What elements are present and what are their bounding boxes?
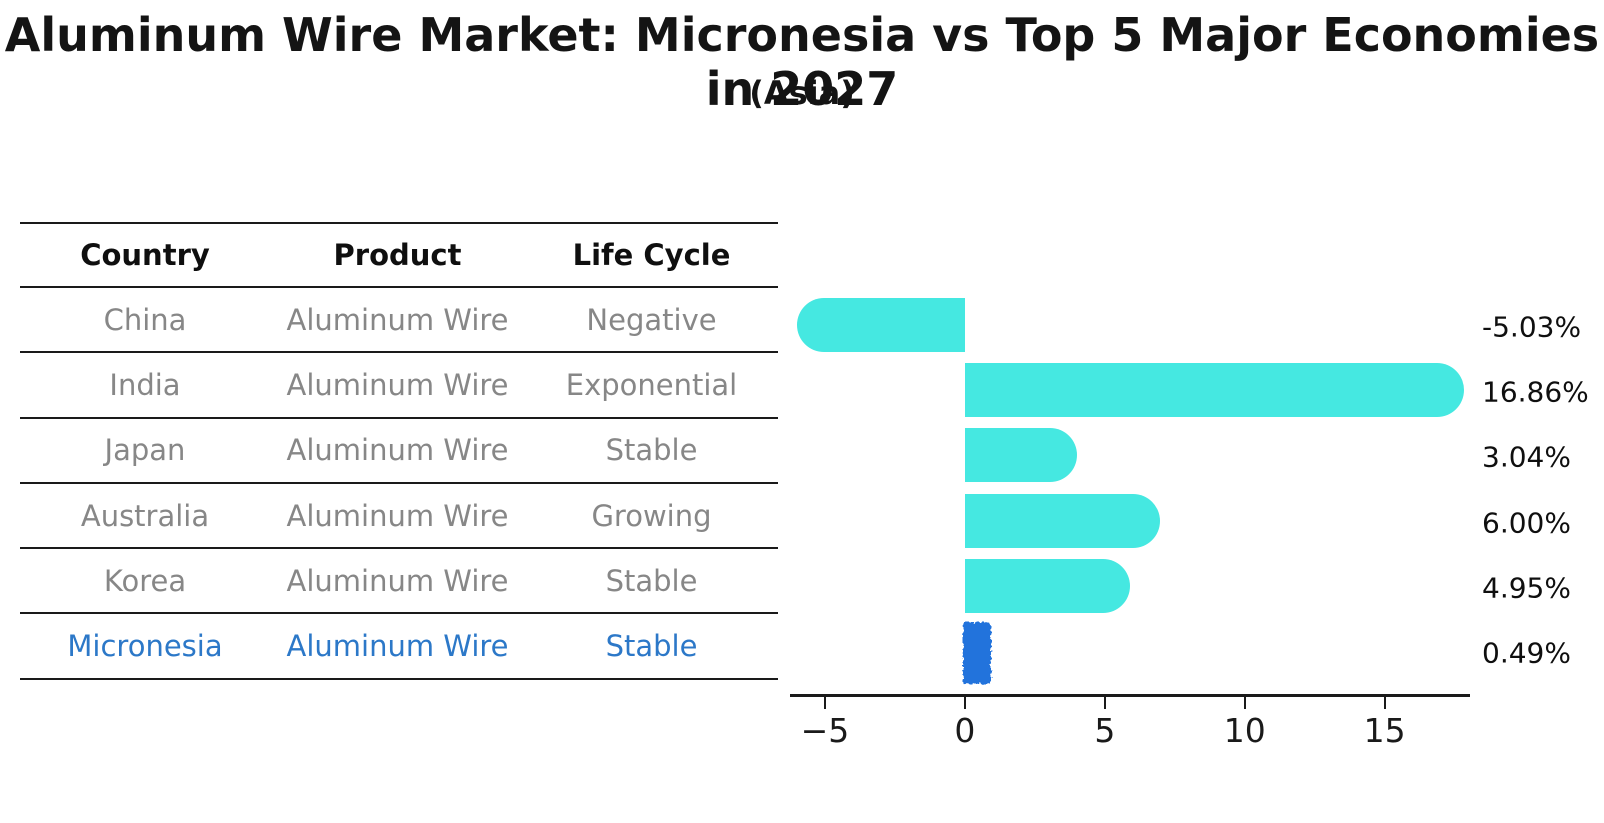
- bar-china: [797, 298, 965, 352]
- table-body: China Aluminum Wire Negative India Aluminum …: [20, 288, 778, 680]
- x-tick-label: 15: [1363, 711, 1406, 750]
- table-row-micronesia: Micronesia Aluminum Wire Stable: [20, 614, 778, 680]
- column-header-country: Country: [80, 238, 210, 272]
- cell-country: China: [103, 302, 187, 337]
- table-row-china: China Aluminum Wire Negative: [20, 288, 778, 354]
- table-row-australia: Australia Aluminum Wire Growing: [20, 484, 778, 550]
- value-label-australia: 6.00%: [1482, 506, 1571, 540]
- cell-life-cycle: Stable: [605, 563, 698, 598]
- cell-country: Micronesia: [67, 629, 223, 664]
- x-tick-label: 10: [1223, 711, 1266, 750]
- cell-life-cycle: Stable: [605, 629, 698, 664]
- table-header-row: Country Product Life Cycle: [20, 224, 778, 288]
- bar-korea: [964, 558, 1131, 613]
- cell-country: Korea: [103, 563, 187, 598]
- value-label-china: -5.03%: [1482, 310, 1582, 344]
- x-tick: [1243, 697, 1246, 709]
- x-tick-label: 0: [954, 711, 976, 750]
- column-header-product: Product: [333, 238, 462, 272]
- cell-life-cycle: Exponential: [565, 367, 738, 402]
- value-label-japan: 3.04%: [1482, 440, 1571, 474]
- value-label-korea: 4.95%: [1482, 571, 1571, 605]
- table-row-japan: Japan Aluminum Wire Stable: [20, 419, 778, 484]
- chart-title: Aluminum Wire Market: Micronesia vs Top …: [4, 8, 1600, 116]
- bar-japan: [964, 428, 1077, 483]
- cell-country: Australia: [80, 498, 210, 533]
- bar-india: [964, 363, 1464, 418]
- cell-product: Aluminum Wire: [286, 563, 509, 598]
- cell-product: Aluminum Wire: [286, 367, 509, 402]
- x-tick: [1383, 697, 1386, 709]
- value-label-india: 16.86%: [1482, 375, 1589, 409]
- micronesia-highlight-bar: [962, 622, 991, 684]
- bar-australia: [964, 493, 1160, 548]
- cell-product: Aluminum Wire: [286, 498, 509, 533]
- x-tick: [963, 697, 966, 709]
- table-row-korea: Korea Aluminum Wire Stable: [20, 549, 778, 615]
- cell-life-cycle: Stable: [605, 433, 698, 468]
- cell-country: Japan: [104, 433, 186, 468]
- table-row-india: India Aluminum Wire Exponential: [20, 353, 778, 419]
- column-header-life-cycle: Life Cycle: [572, 238, 731, 272]
- value-label-micronesia: 0.49%: [1482, 636, 1571, 670]
- x-axis-line: [790, 694, 1470, 697]
- x-tick: [823, 697, 826, 709]
- chart-subtitle: (Asia): [749, 74, 855, 112]
- cell-product: Aluminum Wire: [286, 302, 509, 337]
- x-tick-label: 5: [1094, 711, 1116, 750]
- cell-country: India: [109, 367, 181, 402]
- country-table: Country Product Life Cycle China Aluminum…: [20, 222, 778, 680]
- cell-life-cycle: Growing: [591, 498, 712, 533]
- cell-product: Aluminum Wire: [286, 629, 509, 664]
- cell-product: Aluminum Wire: [286, 433, 509, 468]
- cell-life-cycle: Negative: [586, 302, 717, 337]
- x-tick-label: −5: [800, 711, 850, 750]
- x-tick: [1103, 697, 1106, 709]
